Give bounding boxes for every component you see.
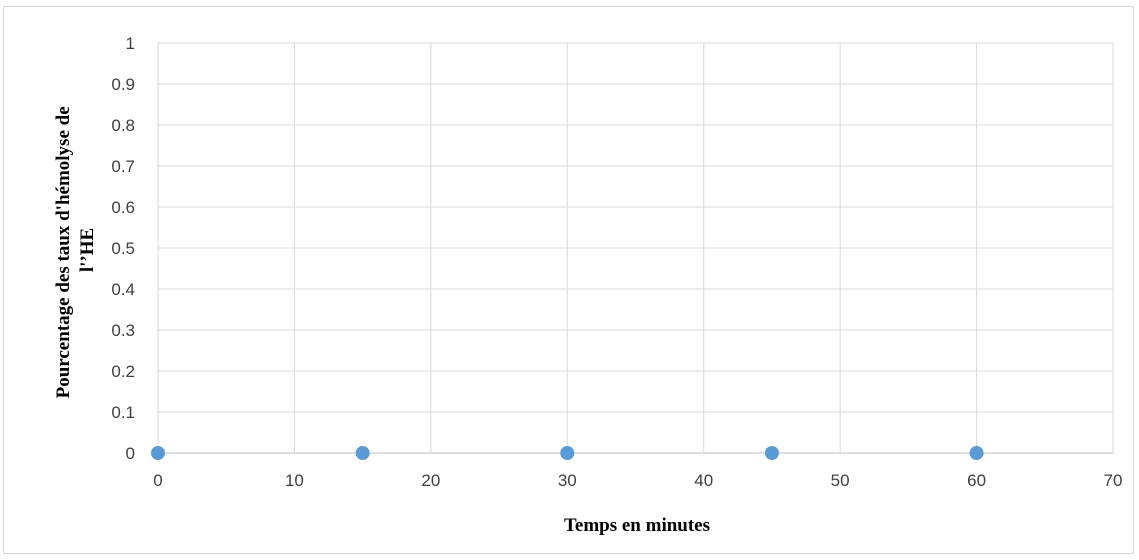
x-tick-label: 70 [1104, 471, 1123, 490]
y-axis-title: Pourcentage des taux d'hémolyse de l'’HE [53, 102, 98, 399]
x-tick-label: 0 [153, 471, 162, 490]
data-point [764, 446, 779, 460]
y-tick-label: 0.4 [111, 280, 135, 299]
x-tick-label: 40 [694, 471, 713, 490]
y-tick-label: 0.9 [111, 75, 135, 94]
chart-frame [3, 6, 1134, 554]
x-axis-title: Temps en minutes [564, 515, 710, 536]
data-point [151, 446, 165, 460]
x-tick-label: 30 [558, 471, 577, 490]
y-tick-label: 0 [126, 444, 135, 463]
tick-labels: 00.10.20.30.40.50.60.70.80.910 10 20 30 40 50… [111, 34, 1122, 490]
x-tick-label: 60 [967, 471, 986, 490]
gridlines [157, 42, 1114, 454]
x-tick-label: 50 [831, 471, 850, 490]
y-tick-label: 0.3 [111, 321, 135, 340]
y-tick-label: 0.8 [111, 116, 135, 135]
x-tick-label: 20 [421, 471, 440, 490]
y-tick-label: 0.5 [111, 239, 135, 258]
y-axis-title-line-1: Pourcentage des taux d'hémolyse de [53, 106, 74, 398]
y-tick-label: 1 [126, 34, 135, 53]
y-tick-label: 0.1 [111, 403, 135, 422]
data-point [355, 446, 370, 460]
y-axis-title-line-2: l'’HE [77, 228, 98, 272]
data-point [969, 446, 984, 460]
data-points [151, 446, 984, 460]
data-point [560, 446, 575, 460]
y-tick-label: 0.6 [111, 198, 135, 217]
y-tick-label: 0.2 [111, 362, 135, 381]
y-tick-label: 0.7 [111, 157, 135, 176]
x-tick-label: 10 [285, 471, 304, 490]
